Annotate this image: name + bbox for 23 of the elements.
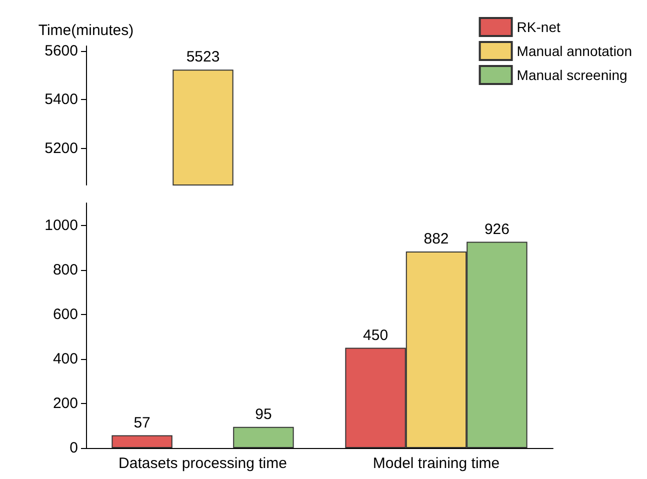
y-tick-label: 1000 xyxy=(44,216,78,234)
legend-label: RK-net xyxy=(516,19,560,35)
y-tick-label: 200 xyxy=(52,394,78,412)
data-label: 926 xyxy=(484,220,510,238)
data-label: 450 xyxy=(363,326,388,344)
data-label: 57 xyxy=(134,414,150,432)
y-tick-label: 5200 xyxy=(44,140,78,157)
y-axis-title: Time(minutes) xyxy=(38,22,134,39)
y-tick-label: 5600 xyxy=(44,42,78,60)
x-tick-label: Datasets processing time xyxy=(118,455,287,472)
x-tick-label: Model training time xyxy=(372,455,500,472)
data-label: 882 xyxy=(424,230,449,248)
bar xyxy=(112,435,172,448)
y-tick-label: 0 xyxy=(70,440,78,456)
y-tick-label: 800 xyxy=(52,261,78,278)
bar xyxy=(233,426,294,448)
legend-label: Manual screening xyxy=(516,67,628,83)
y-tick-label: 600 xyxy=(52,306,78,323)
data-label: 5523 xyxy=(186,48,220,66)
data-label: 95 xyxy=(255,406,272,423)
legend-label: Manual annotation xyxy=(516,43,632,59)
y-tick-label: 5400 xyxy=(44,91,78,108)
y-tick-label: 400 xyxy=(52,350,78,368)
